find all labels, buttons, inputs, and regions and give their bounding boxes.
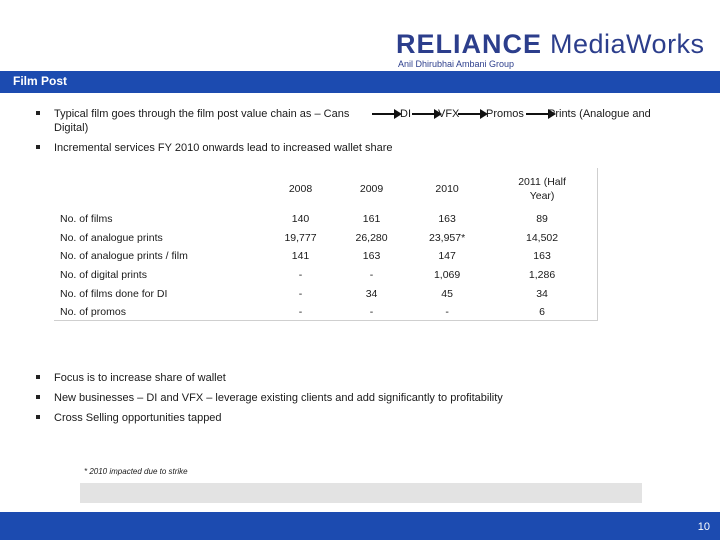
header-2010: 2010 [435,183,459,195]
header-2009: 2009 [359,183,384,195]
value-chain-line: Typical film goes through the film post … [54,107,714,121]
chain-step-di: DI [400,108,411,120]
footer-grey-bar [80,483,642,503]
cell: 141 [291,250,310,263]
logo-mediaworks: MediaWorks [550,29,705,59]
page-number: 10 [697,521,710,533]
cell: 163 [362,250,381,263]
cell: - [369,269,374,282]
cell: - [445,306,449,319]
chain-intro: Typical film goes through the film post … [54,108,350,120]
cell: 163 [533,250,551,263]
cell: - [298,269,303,282]
cell: 34 [536,287,548,300]
bullet-new-businesses-text: New businesses – DI and VFX – leverage e… [54,392,503,404]
table-row: No. of promos - - - 6 [54,303,597,322]
bullet-focus-text: Focus is to increase share of wallet [54,372,226,384]
row-label: No. of analogue prints [60,231,163,244]
cell: 147 [438,250,456,263]
page-title: Film Post [13,74,68,88]
table-row: No. of films done for DI - 34 45 34 [54,284,597,303]
header-blank [54,168,265,210]
cell: 140 [291,213,310,226]
row-label: No. of digital prints [60,269,147,282]
chain-step-vfx: VFX [438,108,460,120]
cell: - [298,287,303,300]
cell: 163 [438,213,456,226]
table-row: No. of analogue prints 19,777 26,280 23,… [54,229,597,248]
cell: 26,280 [355,231,388,244]
row-label: No. of films done for DI [60,287,168,300]
arrow-right-icon [526,109,556,119]
cell: - [298,306,303,319]
chain-step-prints: Prints (Analogue and [548,108,651,120]
chain-wrap-text: Digital) [54,122,89,134]
cell: 1,069 [433,269,461,282]
bullet-marker [36,111,40,115]
header-2011-half-year: 2011 (Half Year) [487,168,597,210]
logo-wordmark: RELIANCE MediaWorks [396,29,704,59]
cell: 23,957* [428,231,466,244]
bullet-marker [36,375,40,379]
table-header-row: 2008 2009 2010 2011 (Half Year) [54,168,597,210]
table-row: No. of digital prints - - 1,069 1,286 [54,266,597,285]
row-label: No. of promos [60,306,126,319]
arrow-right-icon [372,109,402,119]
bullet-marker [36,145,40,149]
chain-step-promos: Promos [486,108,524,120]
film-post-table: 2008 2009 2010 2011 (Half Year) No. of f… [54,168,598,321]
reliance-mediaworks-logo: RELIANCE MediaWorks Anil Dhirubhai Ambani… [396,29,704,72]
table-row: No. of analogue prints / film 141 163 14… [54,247,597,266]
cell: 19,777 [284,231,317,244]
bullet-marker [36,395,40,399]
bullet-cross-selling-text: Cross Selling opportunities tapped [54,412,222,424]
cell: 45 [441,287,453,300]
header-2011-line1: 2011 (Half [518,176,566,188]
row-label: No. of analogue prints / film [60,250,188,263]
title-bar: Film Post [0,71,720,93]
header-2008: 2008 [288,183,313,195]
cell: 6 [539,306,545,319]
row-label: No. of films [60,213,113,226]
bullet-incremental-text: Incremental services FY 2010 onwards lea… [54,142,393,154]
arrow-right-icon [412,109,442,119]
cell: 34 [365,287,378,300]
footer-bar: 10 [0,512,720,540]
cell: 89 [536,213,548,226]
logo-group-name: Anil Dhirubhai Ambani Group [398,59,515,69]
logo-reliance: RELIANCE [396,29,543,59]
table-row: No. of films 140 161 163 89 [54,210,597,229]
cell: 1,286 [528,269,556,282]
arrow-right-icon [458,109,488,119]
header-2011-line2: Year) [529,190,555,202]
bullet-marker [36,415,40,419]
cell: 14,502 [526,231,559,244]
cell: 161 [362,213,381,226]
cell: - [369,306,374,319]
footnote: * 2010 impacted due to strike [84,467,188,476]
data-table: 2008 2009 2010 2011 (Half Year) No. of f… [54,168,597,322]
